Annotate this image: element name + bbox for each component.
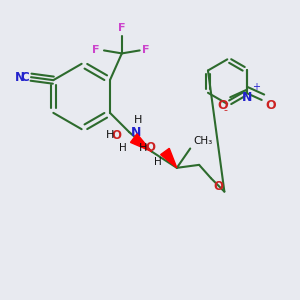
Text: N: N [131, 126, 141, 139]
Text: O: O [146, 141, 155, 154]
Text: +: + [252, 82, 260, 92]
Text: O: O [265, 99, 276, 112]
Text: F: F [118, 22, 126, 33]
Polygon shape [130, 134, 152, 152]
Text: CH₃: CH₃ [193, 136, 212, 146]
Text: F: F [142, 45, 150, 56]
Text: O: O [213, 180, 224, 193]
Text: O: O [217, 99, 228, 112]
Text: H: H [154, 157, 161, 167]
Text: H: H [106, 130, 114, 140]
Text: O: O [112, 129, 122, 142]
Polygon shape [160, 148, 177, 168]
Text: N: N [15, 71, 25, 84]
Text: H: H [139, 143, 148, 153]
Text: H: H [118, 143, 126, 154]
Text: F: F [92, 45, 100, 56]
Text: -: - [224, 105, 228, 115]
Text: H: H [134, 115, 142, 125]
Text: N: N [242, 91, 252, 104]
Text: C: C [21, 71, 29, 84]
